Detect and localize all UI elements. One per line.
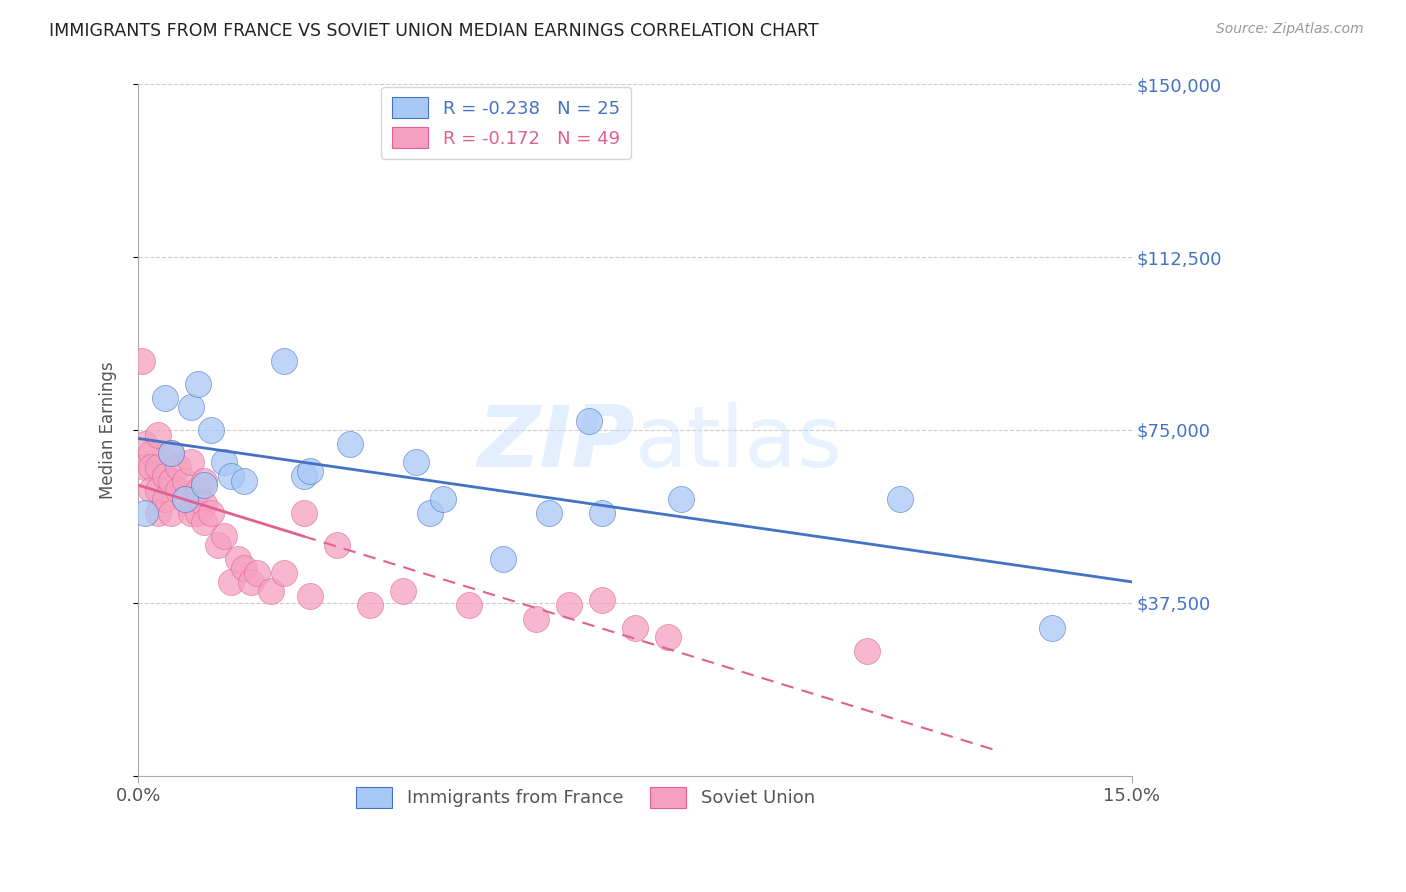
Point xyxy=(233,561,256,575)
Point xyxy=(193,474,215,488)
Point xyxy=(392,584,415,599)
Point xyxy=(226,552,249,566)
Point xyxy=(193,497,215,511)
Point xyxy=(214,529,236,543)
Point xyxy=(146,427,169,442)
Point xyxy=(187,506,209,520)
Point xyxy=(432,492,454,507)
Y-axis label: Median Earnings: Median Earnings xyxy=(100,361,117,499)
Point xyxy=(624,621,647,635)
Point xyxy=(491,552,513,566)
Point xyxy=(153,469,176,483)
Point xyxy=(173,492,195,507)
Point xyxy=(141,446,163,460)
Point xyxy=(160,446,183,460)
Point xyxy=(173,474,195,488)
Point xyxy=(193,515,215,529)
Point xyxy=(219,469,242,483)
Point xyxy=(141,459,163,474)
Point xyxy=(167,459,190,474)
Legend: Immigrants from France, Soviet Union: Immigrants from France, Soviet Union xyxy=(349,780,823,815)
Point xyxy=(856,644,879,658)
Point xyxy=(180,400,202,414)
Point xyxy=(134,506,156,520)
Point xyxy=(193,478,215,492)
Point xyxy=(558,598,581,612)
Point xyxy=(153,391,176,405)
Point xyxy=(537,506,560,520)
Text: ZIP: ZIP xyxy=(478,402,636,485)
Point xyxy=(134,459,156,474)
Point xyxy=(889,492,911,507)
Point xyxy=(167,483,190,497)
Point xyxy=(273,354,295,368)
Point xyxy=(246,566,269,580)
Point xyxy=(146,506,169,520)
Point xyxy=(153,492,176,507)
Point xyxy=(671,492,693,507)
Point xyxy=(233,474,256,488)
Point xyxy=(207,538,229,552)
Point xyxy=(1042,621,1064,635)
Point xyxy=(134,437,156,451)
Text: IMMIGRANTS FROM FRANCE VS SOVIET UNION MEDIAN EARNINGS CORRELATION CHART: IMMIGRANTS FROM FRANCE VS SOVIET UNION M… xyxy=(49,22,818,40)
Text: Source: ZipAtlas.com: Source: ZipAtlas.com xyxy=(1216,22,1364,37)
Point xyxy=(578,414,600,428)
Point xyxy=(131,354,153,368)
Point xyxy=(591,506,613,520)
Point xyxy=(339,437,361,451)
Point xyxy=(160,446,183,460)
Point xyxy=(292,469,315,483)
Point xyxy=(219,574,242,589)
Point xyxy=(200,506,222,520)
Point xyxy=(299,465,322,479)
Point xyxy=(180,455,202,469)
Point xyxy=(146,459,169,474)
Point xyxy=(160,474,183,488)
Point xyxy=(657,630,679,644)
Point xyxy=(405,455,427,469)
Point xyxy=(359,598,381,612)
Point xyxy=(239,574,262,589)
Point xyxy=(326,538,349,552)
Point xyxy=(187,376,209,391)
Point xyxy=(180,506,202,520)
Point xyxy=(458,598,481,612)
Point xyxy=(260,584,283,599)
Point xyxy=(524,612,547,626)
Text: atlas: atlas xyxy=(636,402,844,485)
Point xyxy=(214,455,236,469)
Point xyxy=(200,423,222,437)
Point xyxy=(292,506,315,520)
Point xyxy=(591,593,613,607)
Point xyxy=(419,506,441,520)
Point xyxy=(173,492,195,507)
Point xyxy=(146,483,169,497)
Point xyxy=(160,506,183,520)
Point xyxy=(299,589,322,603)
Point xyxy=(187,483,209,497)
Point xyxy=(273,566,295,580)
Point xyxy=(141,483,163,497)
